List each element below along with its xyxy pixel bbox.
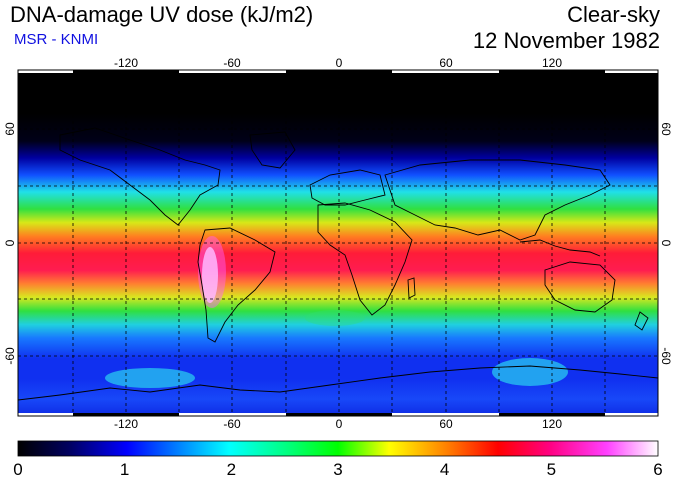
lat-label: 0 — [659, 240, 673, 247]
map-frame — [17, 69, 659, 417]
lat-labels-left: 60 0 -60 — [3, 122, 17, 365]
lon-labels-top: -120 -60 0 60 120 — [114, 56, 562, 70]
lon-label: 60 — [439, 417, 453, 431]
colorbar-tick-label: 0 — [13, 460, 22, 479]
lat-label: 60 — [3, 122, 17, 136]
lon-label: -60 — [223, 56, 241, 70]
lon-label: -120 — [114, 417, 138, 431]
lon-label: 60 — [439, 56, 453, 70]
lon-label: 120 — [542, 56, 562, 70]
graticule — [18, 73, 658, 413]
coastlines — [18, 127, 658, 401]
lat-labels-right: 60 0 -60 — [659, 122, 673, 365]
lon-label: -120 — [114, 56, 138, 70]
colorbar-tick-label: 3 — [333, 460, 342, 479]
date-label: 12 November 1982 — [472, 28, 660, 53]
lon-label: -60 — [223, 417, 241, 431]
colorbar-tick-label: 4 — [440, 460, 449, 479]
lon-labels-bottom: -120 -60 0 60 120 — [114, 417, 562, 431]
colorbar-tick-label: 1 — [120, 460, 129, 479]
colorbar-tick-label: 6 — [653, 460, 662, 479]
sky-condition-label: Clear-sky — [567, 2, 660, 27]
map-title: DNA-damage UV dose (kJ/m2) — [10, 2, 314, 27]
colorbar-ticks: 0 1 2 3 4 5 6 — [13, 460, 662, 479]
lat-label: -60 — [3, 347, 17, 365]
lat-label: -60 — [659, 347, 673, 365]
lat-label: 0 — [3, 239, 17, 246]
source-label: MSR - KNMI — [14, 31, 99, 48]
lat-label: 60 — [659, 122, 673, 136]
lon-label: 0 — [336, 56, 343, 70]
uv-dose-field — [18, 73, 658, 413]
lon-label: 120 — [542, 417, 562, 431]
lon-label: 0 — [336, 417, 343, 431]
colorbar-tick-label: 5 — [547, 460, 556, 479]
colorbar-tick-label: 2 — [227, 460, 236, 479]
colorbar — [17, 440, 659, 457]
